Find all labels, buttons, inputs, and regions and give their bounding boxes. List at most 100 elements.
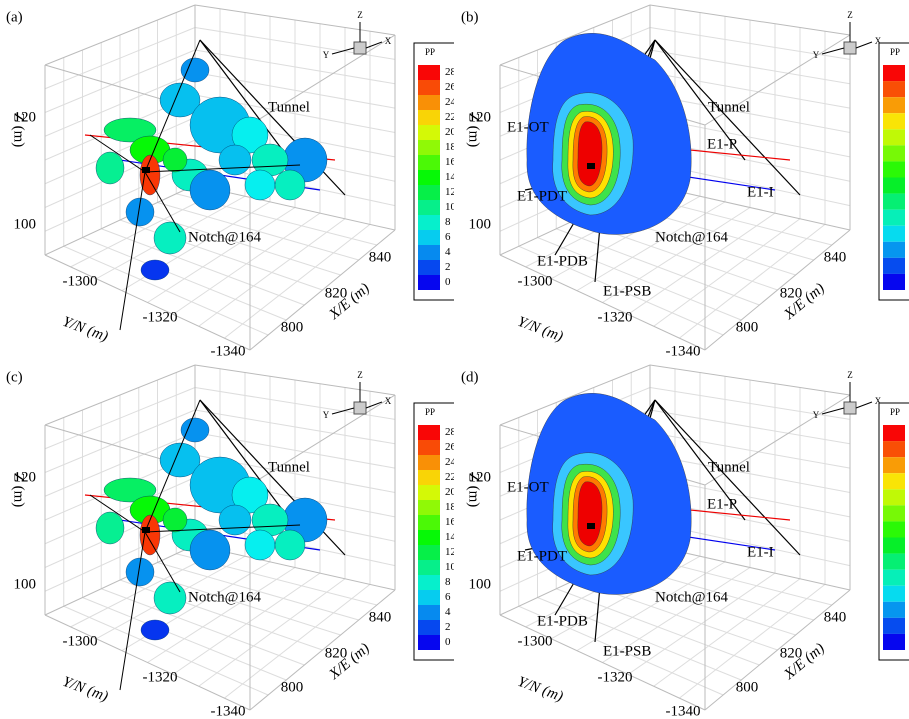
colorbar-band	[883, 586, 905, 602]
y-axis-label: Y/N (m)	[515, 674, 565, 705]
annotation: E1-PDT	[517, 548, 567, 564]
pressure-disc	[141, 620, 169, 640]
annotation: E1-P	[707, 496, 737, 512]
colorbar-title: PP	[890, 47, 900, 57]
x-tick-label: 840	[824, 609, 847, 625]
triad-axis	[856, 42, 872, 48]
z-tick-label: 120	[469, 469, 492, 485]
triad-cube	[844, 402, 856, 414]
z-tick-label: 100	[469, 216, 492, 232]
colorbar-title: PP	[890, 407, 900, 417]
y-tick-label: -1300	[63, 633, 98, 649]
box-edge	[250, 230, 395, 350]
colorbar-band	[418, 440, 440, 455]
y-tick-label: -1300	[63, 273, 98, 289]
x-tick-label: 800	[281, 319, 304, 335]
colorbar-band	[418, 80, 440, 95]
colorbar-tick-label: 2	[445, 621, 451, 633]
colorbar-band	[883, 194, 905, 210]
y-tick-label: -1300	[518, 273, 553, 289]
colorbar-band	[883, 65, 905, 81]
colorbar-band	[418, 560, 440, 575]
pressure-disc	[275, 170, 305, 200]
triad-axis	[332, 408, 354, 414]
panel: (d)Z (m)120100-1300-1320-1340800820840Y/…	[455, 360, 909, 719]
notch-marker	[587, 523, 595, 529]
colorbar-tick-label: 10	[445, 561, 454, 573]
triad-label: Z	[847, 370, 853, 380]
x-tick-label: 840	[369, 249, 392, 265]
colorbar-band	[418, 170, 440, 185]
colorbar-tick-label: 16	[445, 516, 454, 528]
x-tick-label: 800	[281, 679, 304, 695]
colorbar-band	[883, 505, 905, 521]
z-tick-label: 100	[469, 576, 492, 592]
colorbar-band	[418, 245, 440, 260]
colorbar-band	[883, 210, 905, 226]
colorbar-tick-label: 2	[445, 261, 451, 273]
pressure-disc	[141, 260, 169, 280]
annotation: E1-PSB	[603, 283, 651, 299]
y-tick-label: -1320	[598, 669, 633, 685]
annotation: Notch@164	[655, 589, 728, 605]
box-edge	[500, 615, 705, 710]
colorbar-band	[883, 178, 905, 194]
colorbar-tick-label: 22	[445, 471, 454, 483]
colorbar-band	[883, 538, 905, 554]
annotation: E1-PDB	[537, 253, 588, 269]
colorbar-band	[418, 260, 440, 275]
pressure-disc	[190, 170, 230, 210]
notch-marker	[142, 167, 150, 173]
colorbar-band	[418, 140, 440, 155]
colorbar-band	[418, 455, 440, 470]
colorbar-band	[883, 570, 905, 586]
pressure-disc	[245, 170, 275, 200]
pressure-disc	[154, 222, 186, 254]
colorbar-tick-label: 8	[445, 216, 451, 228]
colorbar-tick-label: 26	[445, 81, 454, 93]
x-tick-label: 840	[369, 609, 392, 625]
colorbar-band	[418, 65, 440, 80]
colorbar-band	[883, 554, 905, 570]
pressure-disc	[96, 512, 124, 544]
colorbar-tick-label: 24	[445, 96, 454, 108]
colorbar-band	[418, 200, 440, 215]
annotation: E1-I	[747, 544, 774, 560]
triad-label: Y	[323, 410, 330, 420]
colorbar-band	[883, 618, 905, 634]
colorbar-title: PP	[425, 407, 435, 417]
colorbar-band	[883, 145, 905, 161]
box-edge	[705, 590, 850, 710]
colorbar-band	[418, 185, 440, 200]
y-axis-label: Y/N (m)	[515, 314, 565, 345]
colorbar-band	[418, 545, 440, 560]
colorbar-band	[418, 275, 440, 290]
x-tick-label: 800	[736, 679, 759, 695]
annotation: E1-PDT	[517, 188, 567, 204]
pressure-disc	[219, 145, 251, 175]
triad-label: Y	[813, 410, 820, 420]
colorbar-band	[418, 575, 440, 590]
colorbar-band	[883, 274, 905, 290]
colorbar-band	[418, 110, 440, 125]
colorbar-band	[418, 485, 440, 500]
y-tick-label: -1320	[143, 669, 178, 685]
box-edge	[500, 255, 705, 350]
pressure-disc	[190, 530, 230, 570]
colorbar-band	[418, 605, 440, 620]
figure: (a)Z (m)120100-1300-1320-1340800820840Y/…	[0, 0, 909, 719]
y-tick-label: -1340	[666, 703, 701, 719]
colorbar-tick-label: 6	[445, 591, 451, 603]
y-axis-label: Y/N (m)	[60, 314, 110, 345]
notch-marker	[142, 527, 150, 533]
z-tick-label: 120	[14, 109, 37, 125]
colorbar-band	[883, 521, 905, 537]
colorbar-tick-label: 12	[445, 546, 454, 558]
colorbar-band	[418, 620, 440, 635]
colorbar-tick-label: 16	[445, 156, 454, 168]
y-tick-label: -1320	[598, 309, 633, 325]
panel-label: (a)	[6, 9, 23, 25]
z-tick-label: 120	[469, 109, 492, 125]
annotation: Notch@164	[655, 229, 728, 245]
triad-label: Z	[357, 10, 363, 20]
